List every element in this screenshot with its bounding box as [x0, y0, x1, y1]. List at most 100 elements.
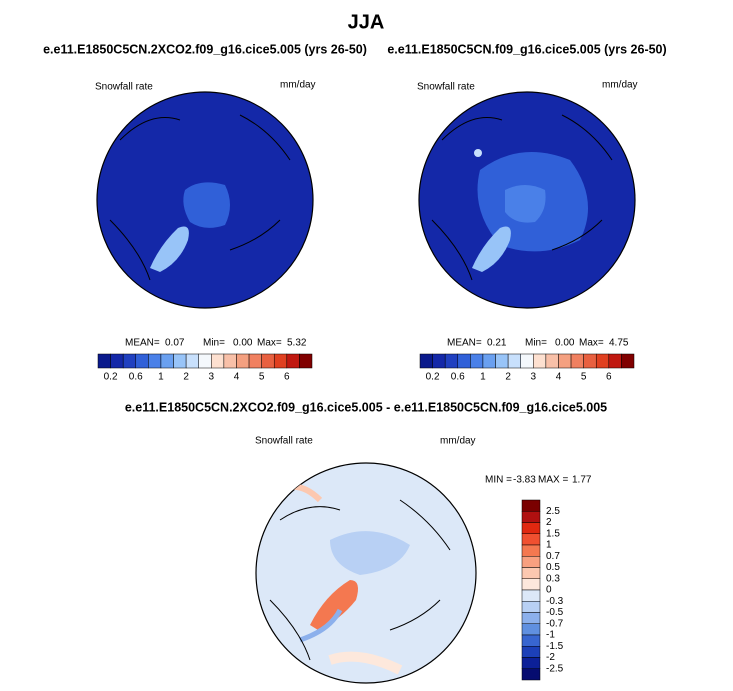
stat-label: MEAN= — [447, 338, 482, 349]
field-label: Snowfall rate — [255, 436, 313, 447]
stat-label: MIN = — [485, 475, 512, 486]
colorbar-label: 0.5 — [546, 562, 560, 573]
panel-title: e.e11.E1850C5CN.f09_g16.cice5.005 (yrs 2… — [387, 42, 666, 56]
colorbar-box — [520, 353, 534, 369]
colorbar-label: 2 — [546, 517, 552, 528]
colorbar-box — [482, 353, 496, 369]
colorbar-box — [595, 353, 610, 369]
stat-label: Max= — [257, 338, 282, 349]
colorbar-box — [135, 353, 149, 369]
colorbar-box — [570, 353, 584, 369]
colorbar-label: 0.6 — [451, 372, 465, 383]
colorbar-box — [521, 544, 541, 557]
colorbar-label: 0.6 — [129, 372, 143, 383]
colorbar-box — [521, 646, 541, 658]
stat-value: -3.83 — [513, 475, 536, 486]
colorbar-box — [236, 353, 250, 369]
stat-value: 5.32 — [287, 338, 307, 349]
stat-value: 0.07 — [165, 338, 185, 349]
colorbar-box — [110, 353, 124, 369]
colorbar-label: -2 — [546, 652, 555, 663]
panel-title: e.e11.E1850C5CN.2XCO2.f09_g16.cice5.005 … — [125, 400, 607, 414]
colorbar-box — [521, 657, 541, 669]
colorbar-label: 5 — [581, 372, 587, 383]
colorbar-label: 3 — [531, 372, 537, 383]
colorbar-box — [521, 612, 541, 624]
stat-value: 0.00 — [233, 338, 253, 349]
colorbar-box — [299, 353, 313, 369]
colorbar-label: 0.7 — [546, 551, 560, 562]
colorbar-label: 6 — [606, 372, 612, 383]
stat-value: 4.75 — [609, 338, 629, 349]
stat-value: 0.21 — [487, 338, 507, 349]
figure-title: JJA — [348, 11, 385, 33]
map — [96, 91, 314, 309]
colorbar-box — [545, 353, 559, 369]
colorbar-label: 1.5 — [546, 528, 560, 539]
colorbar-box — [521, 623, 541, 636]
colorbar-box — [457, 353, 471, 369]
colorbar-box — [148, 353, 162, 369]
colorbar-box — [223, 353, 237, 369]
colorbar-label: -2.5 — [546, 663, 564, 674]
colorbar-box — [470, 353, 484, 369]
colorbar-label: 1 — [158, 372, 164, 383]
colorbar-box — [122, 353, 137, 369]
colorbar-label: 2 — [505, 372, 511, 383]
colorbar-label: 1 — [480, 372, 486, 383]
stat-value: 0.00 — [555, 338, 575, 349]
stat-label: MAX = — [538, 475, 568, 486]
stat-label: Min= — [203, 338, 225, 349]
units-label: mm/day — [280, 80, 316, 91]
colorbar-box — [521, 601, 541, 613]
colorbar-label: -1 — [546, 630, 555, 641]
colorbar-box — [211, 353, 225, 369]
colorbar-box — [521, 522, 541, 534]
colorbar-box — [521, 634, 541, 647]
colorbar-box — [185, 353, 199, 369]
field-label: Snowfall rate — [95, 82, 153, 93]
colorbar-label: 0 — [546, 585, 552, 596]
colorbar-box — [419, 353, 433, 369]
colorbar-box — [97, 353, 111, 369]
units-label: mm/day — [440, 436, 476, 447]
colorbar-box — [583, 353, 597, 369]
colorbar-box — [261, 353, 275, 369]
colorbar-box — [533, 353, 547, 369]
colorbar-label: 0.2 — [104, 372, 118, 383]
colorbar-box — [248, 353, 262, 369]
colorbar-label: 3 — [209, 372, 215, 383]
colorbar-label: -1.5 — [546, 641, 564, 652]
stat-label: MEAN= — [125, 338, 160, 349]
colorbar-box — [444, 353, 459, 369]
colorbar-box — [621, 353, 635, 369]
colorbar-label: 0.2 — [426, 372, 440, 383]
colorbar-box — [521, 567, 541, 579]
stat-label: Min= — [525, 338, 547, 349]
colorbar-label: 5 — [259, 372, 265, 383]
units-label: mm/day — [602, 80, 638, 91]
colorbar-box — [273, 353, 288, 369]
colorbar-box — [198, 353, 212, 369]
colorbar-box — [521, 533, 541, 546]
colorbar-label: 0.3 — [546, 573, 560, 584]
field-label: Snowfall rate — [417, 82, 475, 93]
colorbar-label: -0.5 — [546, 607, 564, 618]
colorbar-box — [558, 353, 572, 369]
colorbar-box — [608, 353, 622, 369]
colorbar-label: -0.3 — [546, 596, 564, 607]
colorbar-box — [521, 499, 541, 512]
colorbar-label: 1 — [546, 540, 552, 551]
colorbar-label: 4 — [556, 372, 562, 383]
colorbar-box — [521, 578, 541, 591]
colorbar-box — [160, 353, 174, 369]
colorbar-label: 2.5 — [546, 506, 560, 517]
colorbar-box — [173, 353, 187, 369]
colorbar-box — [432, 353, 446, 369]
colorbar-label: -0.7 — [546, 618, 564, 629]
colorbar-box — [521, 589, 541, 602]
map — [418, 91, 636, 309]
colorbar-box — [521, 556, 541, 568]
map — [255, 462, 477, 684]
